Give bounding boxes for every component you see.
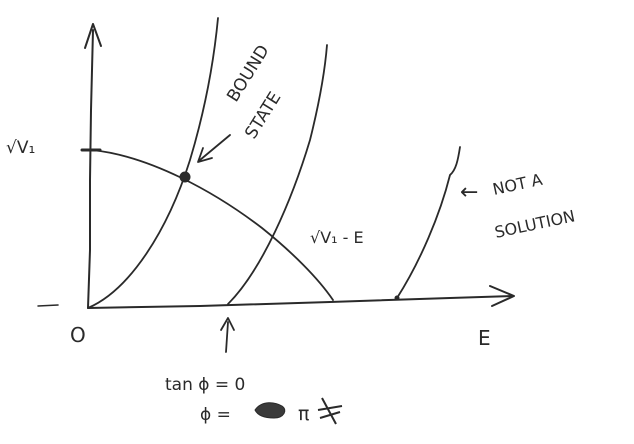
root-marker-arrow-head: [220, 317, 235, 331]
bound-state-point: [179, 171, 191, 183]
origin-label: O: [70, 323, 86, 347]
bound-state-arrow-head: [197, 147, 213, 163]
decreasing-curve: [91, 149, 334, 301]
tan-equation: tan ϕ = 0: [165, 375, 245, 395]
y-axis-line: [87, 29, 94, 309]
third-increasing-branch: [396, 146, 461, 299]
not-solution-label-line1: NOT A: [491, 170, 544, 199]
second-increasing-branch: [227, 44, 328, 305]
scribble-blot: [254, 402, 286, 419]
y-axis-arrowhead: [84, 23, 102, 49]
bound-state-arrow-shaft: [199, 134, 231, 161]
x-axis-label: E: [478, 326, 491, 350]
not-solution-arrow: ←: [460, 180, 478, 205]
bound-state-label-line2: STATE: [241, 89, 285, 143]
x-axis-stub: [37, 304, 59, 307]
phi-equation-suffix: π: [298, 403, 309, 425]
curve-label: √V₁ - E: [310, 228, 364, 247]
phi-equation-prefix: ϕ =: [200, 405, 231, 425]
x-axis-arrowhead: [489, 285, 515, 307]
root-marker-arrow-shaft: [225, 321, 229, 353]
crossed-out-scribble: [317, 397, 343, 425]
not-solution-label-line2: SOLUTION: [493, 206, 577, 242]
y-tick-label: √V₁: [6, 138, 35, 158]
x-axis-line: [87, 295, 513, 309]
curve-axis-crossing-point: [394, 295, 400, 301]
first-increasing-branch: [87, 17, 219, 309]
